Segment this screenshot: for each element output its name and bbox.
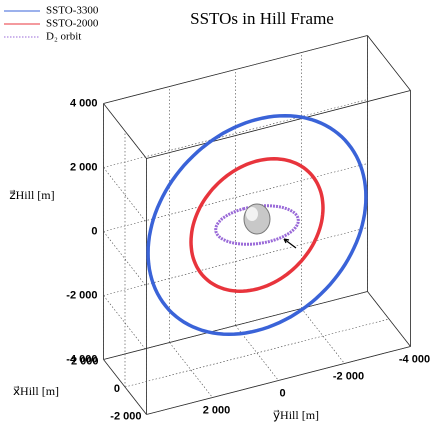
x-axis-label: x⃗Hill [m] (13, 384, 59, 398)
y-tick-label: 2 000 (203, 404, 231, 416)
grid-line (103, 295, 147, 351)
z-tick-label: 0 (91, 225, 97, 237)
orbit (146, 113, 368, 337)
grid-line (169, 342, 213, 398)
x-tick-label: 0 (114, 383, 120, 395)
grid-line (103, 103, 147, 159)
box-edge (146, 90, 411, 159)
z-tick-label: -4 000 (66, 353, 97, 365)
x-tick-label: 2 000 (71, 355, 99, 367)
grid-line (103, 167, 147, 223)
y-tick-label: -4 000 (399, 353, 430, 365)
z-axis-label: z⃗Hill [m] (9, 188, 54, 202)
box-edge (367, 35, 411, 91)
arrow (283, 238, 297, 249)
z-tick-label: -2 000 (66, 289, 97, 301)
z-tick-label: 4 000 (70, 97, 98, 109)
grid-line (301, 308, 345, 364)
y-axis-label: y⃗Hill [m] (273, 408, 319, 422)
legend-label: SSTO-3300 (46, 5, 99, 17)
z-tick-label: 2 000 (70, 161, 98, 173)
legend-label: SSTO-2000 (46, 18, 99, 30)
grid-line (103, 231, 147, 287)
orbits (146, 113, 368, 337)
legend-label: D₂ orbit (46, 31, 81, 43)
x-tick-label: -2 000 (110, 410, 141, 422)
chart-title: SSTOs in Hill Frame (190, 9, 334, 28)
grid (103, 35, 411, 415)
y-tick-label: 0 (279, 387, 285, 399)
y-tick-label: -2 000 (333, 370, 364, 382)
orbit (214, 204, 300, 246)
asteroid-highlight (246, 207, 258, 221)
box-edge (146, 346, 411, 415)
orbit (189, 157, 325, 293)
grid-line (103, 359, 147, 415)
grid-line (367, 291, 411, 347)
